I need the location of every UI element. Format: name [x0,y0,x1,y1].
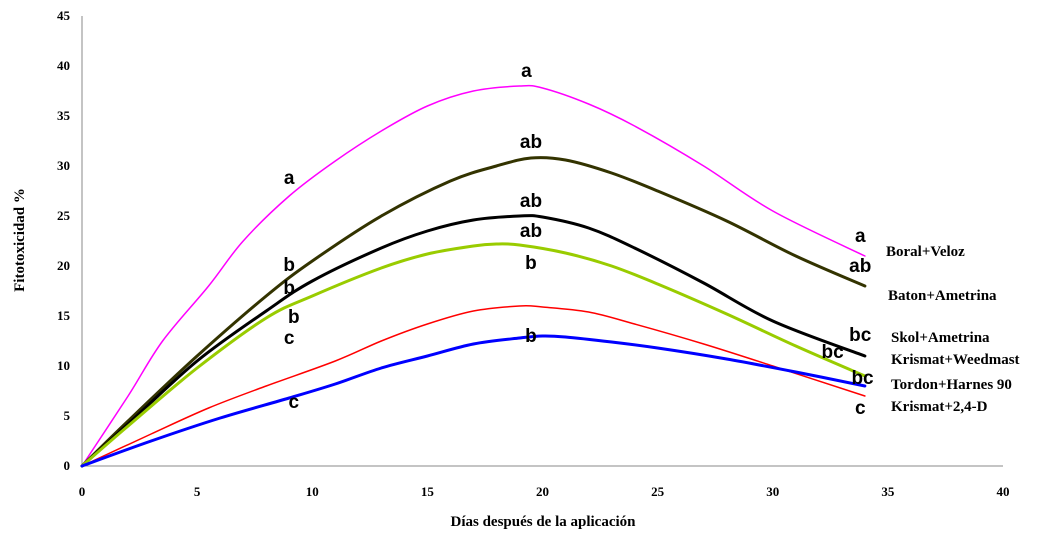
significance-letter: b [288,307,300,328]
y-tick-label: 5 [64,408,71,423]
series-line-5 [81,304,866,467]
series-label: Boral+Veloz [886,244,965,260]
significance-letter: b [283,278,295,299]
significance-letter: ab [520,221,542,242]
significance-letter: c [855,398,866,419]
series-label: Baton+Ametrina [888,288,997,304]
y-tick-label: 15 [57,308,71,323]
significance-letter: c [284,328,295,349]
y-tick-label: 35 [57,108,71,123]
series-line-3 [80,214,867,468]
significance-letter: ab [849,256,871,277]
tick-labels: 0 5 10 15 20 25 30 35 40 0 5 10 15 20 25 30 35 40 45 [57,8,1010,499]
series-label: Tordon+Harnes 90 [891,377,1012,393]
series-line-4 [80,242,867,468]
x-tick-label: 20 [536,484,549,499]
series-label: Krismat+Weedmast [891,352,1020,368]
significance-letter: b [283,255,295,276]
series-line-1 [81,84,866,467]
y-tick-label: 10 [57,358,70,373]
x-tick-label: 30 [766,484,779,499]
significance-letter: b [525,326,537,347]
significance-letter: a [521,61,532,82]
y-tick-label: 40 [57,58,70,73]
series-labels: Boral+Veloz Baton+Ametrina Skol+Ametrina Kr… [886,244,1020,415]
significance-letter: bc [851,368,874,389]
y-tick-label: 45 [57,8,71,23]
axes [81,16,1003,467]
x-tick-label: 10 [306,484,319,499]
series-lines [80,84,867,468]
y-tick-label: 0 [64,458,71,473]
significance-letter: ab [520,132,542,153]
significance-letter: ab [520,191,542,212]
series-line-6 [80,334,867,468]
significance-letter: bc [849,325,872,346]
significance-letter: a [284,168,295,189]
series-line-2 [80,156,867,468]
x-tick-label: 15 [421,484,435,499]
y-tick-label: 25 [57,208,71,223]
x-tick-label: 0 [79,484,86,499]
significance-letter: c [289,392,300,413]
series-label: Skol+Ametrina [891,330,990,346]
x-tick-label: 25 [651,484,665,499]
significance-letter: bc [822,342,845,363]
x-axis-title: Días después de la aplicación [450,514,636,530]
y-tick-label: 30 [57,158,70,173]
x-tick-label: 35 [881,484,895,499]
significance-letter: a [855,226,866,247]
x-tick-label: 5 [194,484,201,499]
y-axis-title: Fitotoxicidad % [12,188,28,292]
y-tick-label: 20 [57,258,70,273]
x-tick-label: 40 [997,484,1010,499]
series-label: Krismat+2,4-D [891,399,988,415]
significance-letter: b [525,253,537,274]
